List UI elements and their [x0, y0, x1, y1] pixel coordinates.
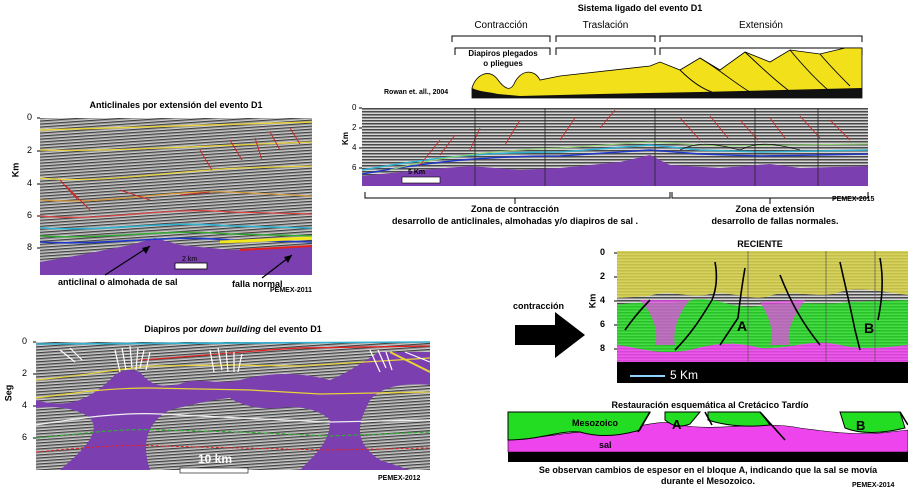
top-left-credit: PEMEX-2011 [270, 287, 313, 294]
restoration-sketch [507, 411, 908, 462]
bottom-left-title-italic: down building [199, 324, 261, 334]
mesozoic-label: Mesozoico [572, 418, 619, 428]
bottom-left-title: Diapiros por down building del evento D1 [36, 324, 430, 334]
bottom-left-credit: PEMEX-2012 [378, 475, 421, 482]
top-left-tick-0: 0 [27, 112, 33, 122]
reciente-block-b: B [864, 320, 875, 336]
diapir-label-line2: o pliegues [483, 59, 523, 68]
salt-label: sal [599, 440, 612, 450]
restoration-credit: PEMEX-2014 [852, 482, 895, 489]
bottom-left-tick-6: 6 [22, 432, 28, 442]
zone-extension-line2: desarrollo de fallas normales. [711, 216, 839, 226]
diapir-label: Diapiros plegados o pliegues [458, 49, 548, 69]
phase-contraction-label: Contracción [474, 20, 528, 31]
rowan-model [451, 35, 863, 99]
reciente-tick-2: 2 [600, 271, 606, 281]
restoration-caption-line1: Se observan cambios de espesor en el blo… [538, 465, 878, 475]
top-center-tick-6: 6 [352, 163, 357, 172]
zone-extension-line1: Zona de extensión [735, 204, 815, 214]
zone-extension-text: Zona de extensión desarrollo de fallas n… [690, 203, 860, 227]
bottom-left-tick-2: 2 [22, 368, 28, 378]
top-left-section [37, 117, 313, 279]
phase-translation-label: Traslación [582, 20, 629, 31]
rowan-citation: Rowan et. all., 2004 [384, 89, 449, 96]
bottom-left-tick-4: 4 [22, 400, 28, 410]
reciente-tick-6: 6 [600, 319, 606, 329]
reciente-axis-unit: Km [587, 293, 598, 309]
bottom-left-scale-label: 10 km [198, 452, 233, 466]
reciente-scale-label: 5 Km [670, 368, 699, 382]
contraction-arrow-label: contracción [513, 301, 565, 311]
bottom-left-axis-unit: Seg [3, 384, 14, 402]
top-center-section [359, 107, 869, 204]
reciente-tick-8: 8 [600, 343, 606, 353]
anticline-label: anticlinal o almohada de sal [58, 277, 178, 287]
reciente-tick-0: 0 [600, 247, 606, 257]
top-left-title: Anticlinales por extensión del evento D1 [89, 100, 263, 110]
top-center-tick-4: 4 [352, 143, 357, 152]
restoration-caption-line2: durante el Mesozoico. [660, 476, 756, 486]
phase-extension-label: Extensión [739, 20, 783, 31]
top-left-axis-unit: Km [10, 162, 21, 178]
zone-contraction-text: Zona de contracción desarrollo de anticl… [365, 203, 665, 227]
top-center-scale-label: 5 Km [408, 169, 426, 176]
top-left-tick-6: 6 [27, 210, 33, 220]
reciente-title: RECIENTE [737, 239, 783, 249]
system-title: Sistema ligado del evento D1 [577, 3, 703, 13]
top-left-scale-label: 2 km [182, 256, 198, 263]
restoration-caption: Se observan cambios de espesor en el blo… [508, 465, 908, 487]
zone-contraction-line1: Zona de contracción [470, 204, 559, 214]
bottom-left-section [33, 341, 431, 474]
bottom-left-tick-0: 0 [22, 336, 28, 346]
top-left-tick-2: 2 [27, 145, 33, 155]
restoration-block-b: B [856, 418, 866, 433]
restoration-title: Restauración esquemática al Cretácico Ta… [611, 400, 809, 410]
normal-fault-label: falla normal [232, 279, 283, 289]
top-left-tick-8: 8 [27, 242, 33, 252]
restoration-block-a: A [672, 417, 682, 432]
contraction-arrow [515, 312, 585, 358]
top-center-axis-unit: Km [340, 132, 350, 145]
bottom-left-title-prefix: Diapiros por [144, 324, 200, 334]
top-center-tick-0: 0 [352, 103, 357, 112]
bottom-left-title-suffix: del evento D1 [260, 324, 322, 334]
top-left-tick-4: 4 [27, 178, 33, 188]
reciente-section [614, 251, 908, 383]
diapir-label-line1: Diapiros plegados [468, 49, 538, 58]
top-center-tick-2: 2 [352, 123, 357, 132]
zone-contraction-line2: desarrollo de anticlinales, almohadas y/… [391, 216, 639, 226]
reciente-block-a: A [737, 318, 748, 334]
top-center-credit: PEMEX-2015 [832, 196, 875, 203]
reciente-tick-4: 4 [600, 295, 606, 305]
